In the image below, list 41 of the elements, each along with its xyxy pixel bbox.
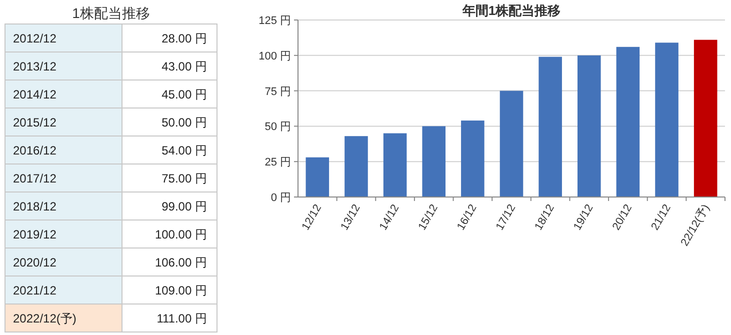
category-label: 2013/12	[13, 60, 57, 74]
category-label: 2016/12	[13, 144, 57, 158]
bar	[577, 55, 601, 197]
y-tick-label: 50 円	[264, 121, 291, 134]
category-label: 2020/12	[13, 256, 57, 270]
bar	[655, 42, 678, 197]
bar	[383, 133, 407, 197]
chart-title: 年間1株配当推移	[461, 3, 561, 18]
category-label: 2012/12	[13, 32, 57, 46]
bar	[500, 90, 524, 197]
bar	[422, 126, 446, 197]
text: 1株配当推移	[72, 5, 150, 21]
category-label: 2018/12	[13, 200, 57, 214]
bar	[306, 157, 330, 197]
y-tick-label: 125 円	[258, 15, 291, 27]
category-label: 2015/12	[13, 116, 57, 130]
category-label: 2014/12	[13, 88, 57, 102]
y-tick-label: 0 円	[270, 192, 291, 204]
category-label: 2021/12	[13, 284, 57, 298]
text: 111.00 円	[156, 312, 207, 326]
y-tick-label: 25 円	[264, 156, 291, 169]
category-label: 2017/12	[13, 172, 57, 186]
text: 45.00 円	[162, 88, 207, 102]
text: 99.00 円	[162, 200, 207, 214]
text: 100.00 円	[154, 228, 207, 242]
y-tick-label: 100 円	[258, 50, 291, 62]
text: 50.00 円	[162, 116, 207, 130]
category-label: 2019/12	[13, 228, 57, 242]
text: 28.00 円	[162, 32, 207, 46]
bar	[538, 56, 562, 197]
text: 43.00 円	[162, 60, 207, 74]
y-tick-label: 75 円	[264, 86, 291, 98]
bar	[344, 136, 368, 197]
text: 75.00 円	[162, 172, 207, 186]
bar	[461, 120, 484, 197]
text: 54.00 円	[162, 144, 207, 158]
bar	[616, 46, 640, 197]
category-label: 2022/12(予)	[13, 312, 76, 326]
bar	[694, 40, 718, 197]
text: 106.00 円	[154, 256, 207, 270]
text: 109.00 円	[154, 284, 207, 298]
